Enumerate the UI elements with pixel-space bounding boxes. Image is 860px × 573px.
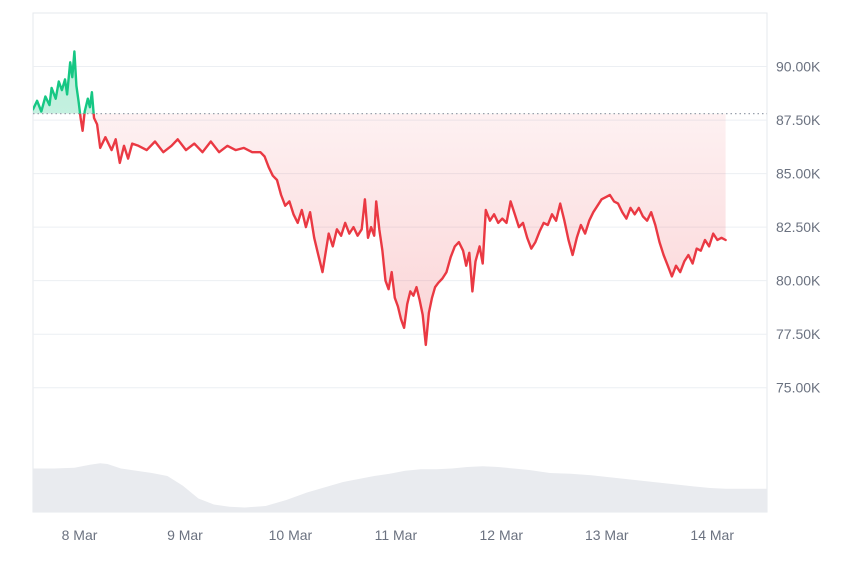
volume-area-path bbox=[33, 463, 767, 512]
volume-area bbox=[33, 463, 767, 512]
y-tick-label-0: 90.00K bbox=[776, 59, 821, 75]
x-tick-label-0: 8 Mar bbox=[62, 527, 98, 543]
price-fill-below bbox=[80, 113, 726, 345]
x-tick-label-3: 11 Mar bbox=[375, 527, 418, 543]
y-tick-label-2: 85.00K bbox=[776, 166, 821, 182]
y-axis-ticks: 90.00K 87.50K 85.00K 82.50K 80.00K 77.50K 75.0… bbox=[776, 59, 821, 396]
y-tick-label-1: 87.50K bbox=[776, 112, 821, 128]
x-axis-ticks: 8 Mar 9 Mar 10 Mar 11 Mar 12 Mar 13 Mar 14 Mar bbox=[62, 527, 735, 543]
y-tick-label-4: 80.00K bbox=[776, 273, 821, 289]
x-tick-label-6: 14 Mar bbox=[690, 527, 734, 543]
y-tick-label-6: 75.00K bbox=[776, 380, 821, 396]
x-tick-label-1: 9 Mar bbox=[167, 527, 203, 543]
x-tick-label-2: 10 Mar bbox=[269, 527, 313, 543]
price-line-below[interactable] bbox=[33, 52, 727, 347]
y-tick-label-3: 82.50K bbox=[776, 219, 821, 235]
x-tick-label-4: 12 Mar bbox=[480, 527, 524, 543]
price-fill bbox=[33, 51, 726, 345]
x-tick-label-5: 13 Mar bbox=[585, 527, 629, 543]
y-tick-label-5: 77.50K bbox=[776, 326, 821, 342]
price-line[interactable] bbox=[33, 50, 727, 347]
